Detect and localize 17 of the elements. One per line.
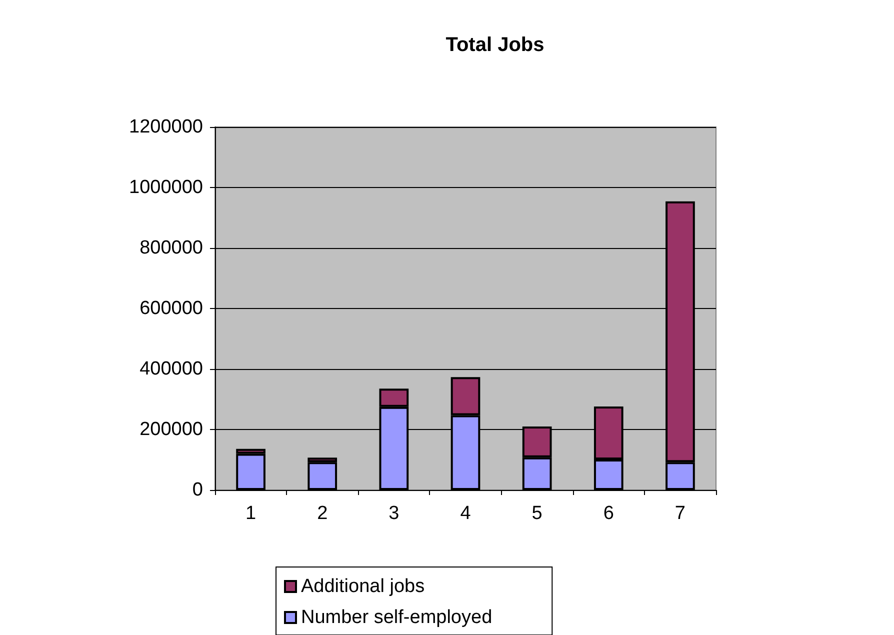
x-tick-label: 7 xyxy=(674,503,686,524)
legend-label: Additional jobs xyxy=(301,576,425,597)
y-tick-label: 200000 xyxy=(140,419,203,440)
y-tick-label: 0 xyxy=(192,480,203,500)
y-tick-label: 600000 xyxy=(140,298,203,319)
chart-title: Total Jobs xyxy=(446,34,544,56)
y-tick-label: 1200000 xyxy=(129,116,203,138)
x-tick-label: 4 xyxy=(460,503,472,524)
x-tick-label: 2 xyxy=(317,503,328,524)
legend-label: Number self-employed xyxy=(301,607,492,628)
y-tick-label: 800000 xyxy=(140,238,203,258)
x-tick-label: 6 xyxy=(603,503,614,524)
y-tick-label: 1000000 xyxy=(129,177,203,198)
y-tick-label: 400000 xyxy=(140,358,203,380)
x-tick-label: 5 xyxy=(532,503,542,524)
x-tick-label: 1 xyxy=(245,503,256,524)
x-tick-label: 3 xyxy=(388,503,400,524)
